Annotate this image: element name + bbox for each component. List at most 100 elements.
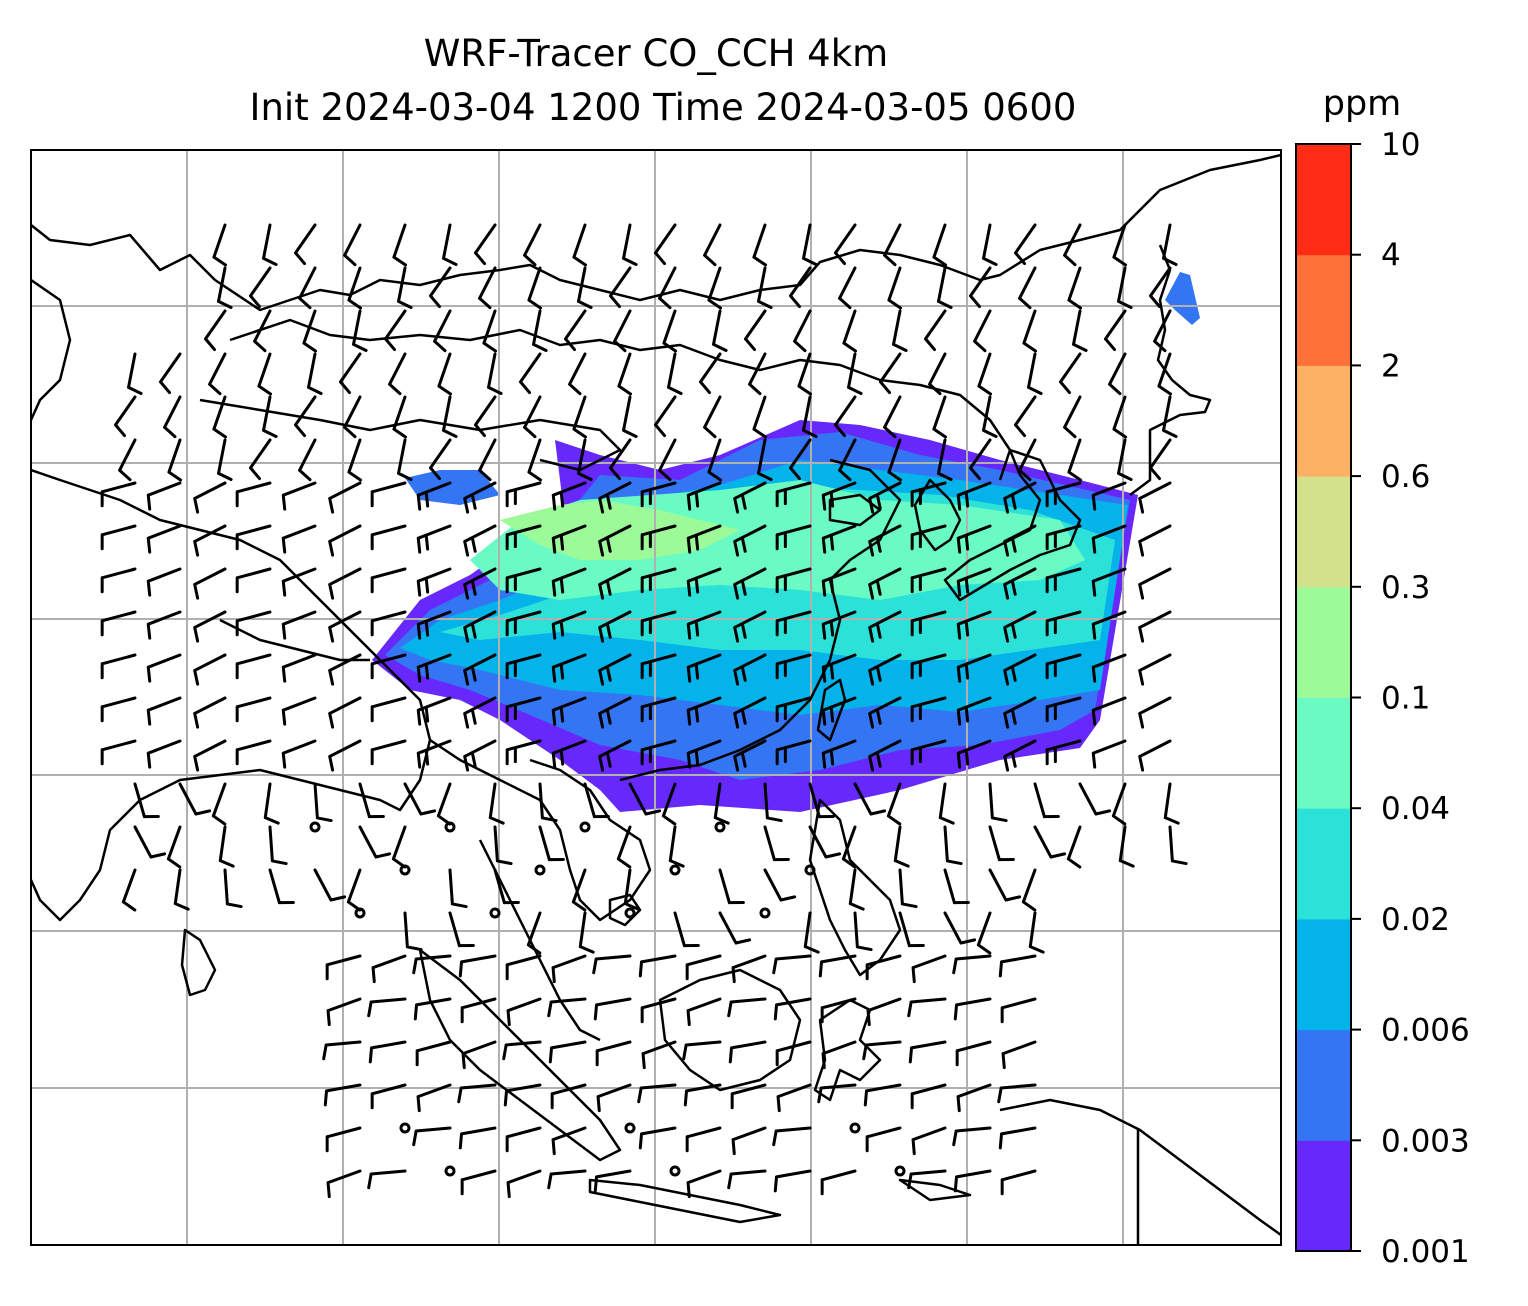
wind-barb [482, 309, 498, 353]
wind-barb [1104, 309, 1127, 352]
map-frame [30, 149, 1282, 1246]
wind-barb [686, 1169, 722, 1199]
wind-barb [593, 997, 632, 1021]
wind-barb [1045, 524, 1082, 551]
wind-barb [397, 266, 413, 310]
wind-barb [640, 524, 677, 551]
wind-barb [458, 1126, 497, 1150]
wind-barb [727, 997, 767, 1018]
wind-barb [988, 825, 1015, 862]
wind-barb [1067, 438, 1083, 482]
wind-barb [158, 352, 182, 395]
wind-barb [1000, 1169, 1037, 1196]
wind-barb [821, 610, 857, 640]
wind-barb [1138, 567, 1172, 600]
wind-barb [146, 610, 182, 640]
wind-barb [146, 653, 182, 683]
wind-barb [868, 653, 902, 686]
wind-barb [686, 696, 722, 726]
wind-barb [802, 395, 818, 439]
wind-barb [1003, 653, 1037, 686]
wind-barb [388, 352, 407, 396]
wind-barb [343, 395, 362, 439]
wind-barb [293, 395, 317, 438]
coast-russia-north [31, 153, 1281, 312]
wind-barb [1117, 266, 1133, 310]
wind-barb [698, 352, 722, 395]
wind-barb [505, 653, 542, 680]
wind-barb [775, 653, 812, 680]
wind-barb [326, 1169, 362, 1199]
wind-barb [911, 954, 947, 984]
wind-barb [838, 438, 857, 482]
wind-barb [1045, 610, 1082, 637]
wind-barb [775, 610, 812, 637]
wind-barb [1138, 739, 1172, 772]
map-panel [31, 150, 1281, 1245]
wind-barb [968, 438, 992, 481]
wind-barb [416, 653, 452, 683]
wind-barb [640, 567, 677, 594]
wind-barb [592, 954, 632, 975]
wind-barb [505, 567, 542, 594]
wind-barb [886, 782, 902, 826]
wind-barb [956, 610, 992, 640]
wind-barb [1091, 739, 1127, 769]
wind-barb [757, 438, 773, 482]
wind-barb [392, 395, 408, 439]
wind-barb [551, 567, 587, 597]
wind-barb [883, 395, 902, 439]
wind-barb [442, 395, 458, 439]
wind-barb [662, 309, 678, 353]
wind-barb [868, 524, 902, 557]
wind-barb [853, 911, 873, 952]
coast-china-east [619, 458, 902, 782]
wind-barb [577, 438, 593, 482]
colorbar-segment [1296, 697, 1351, 809]
wind-barb [416, 696, 452, 726]
colorbar-tick-label: 0.04 [1381, 791, 1450, 827]
wind-barb [667, 352, 683, 396]
wind-barb [235, 610, 272, 637]
wind-barb [1059, 352, 1082, 395]
wind-barb [775, 524, 812, 551]
wind-barb [281, 524, 317, 554]
wind-barb [1112, 395, 1128, 439]
wind-barb [1112, 223, 1128, 267]
wind-barb [1003, 481, 1037, 514]
wind-barb [370, 653, 407, 680]
wind-barb [262, 395, 278, 439]
wind-barb [833, 223, 857, 266]
wind-barb [910, 481, 947, 508]
wind-barb [608, 266, 632, 309]
coast-srilanka [180, 928, 217, 997]
wind-barb-calm [624, 907, 636, 919]
wind-barb [298, 438, 317, 482]
wind-barb [313, 868, 347, 902]
wind-barbs [100, 223, 1188, 1199]
wind-barb [956, 481, 992, 511]
wind-barb [298, 266, 317, 310]
coast-india [31, 468, 432, 922]
wind-barb [878, 352, 902, 395]
gridlines [31, 150, 1281, 1245]
wind-barb [505, 954, 542, 981]
wind-barb [248, 438, 272, 481]
wind-barb [686, 653, 722, 683]
wind-barb [268, 868, 295, 905]
wind-barb [281, 481, 317, 511]
wind-barb [598, 481, 632, 514]
wind-barb-calm [309, 821, 321, 833]
wind-barb [506, 1169, 542, 1199]
wind-barb [868, 567, 902, 600]
wind-barb [235, 524, 272, 551]
wind-barb [910, 653, 947, 680]
wind-barb [883, 223, 902, 267]
wind-barb [686, 524, 722, 554]
wind-barb [733, 524, 767, 557]
wind-barb [1003, 696, 1037, 729]
wind-barb [487, 352, 503, 396]
wind-barb [982, 395, 998, 439]
wind-barb [775, 1040, 812, 1067]
wind-barb [623, 868, 640, 911]
